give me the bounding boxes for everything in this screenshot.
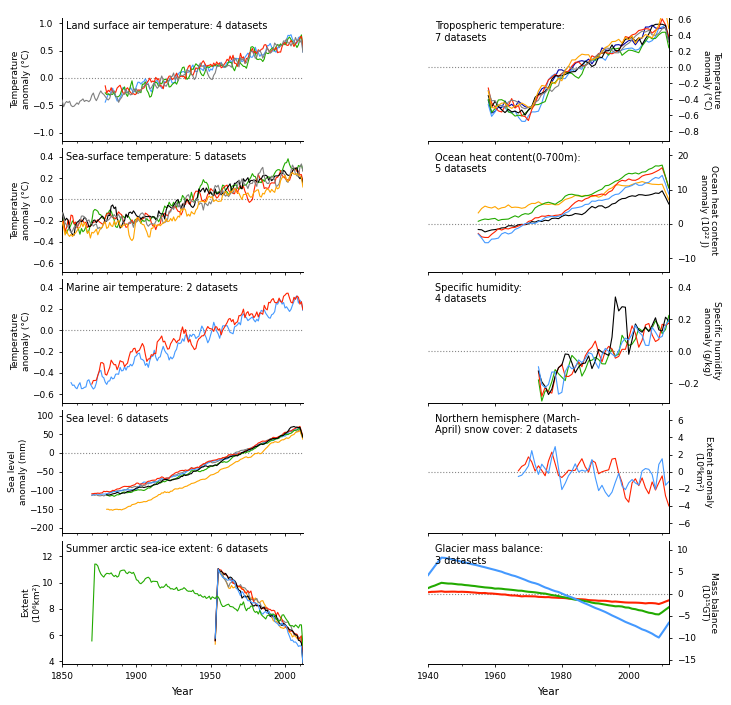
Y-axis label: Ocean heat content
anomaly (10²² J): Ocean heat content anomaly (10²² J): [699, 165, 719, 255]
Text: Sea level: 6 datasets: Sea level: 6 datasets: [66, 414, 168, 424]
Text: Glacier mass balance:
3 datasets: Glacier mass balance: 3 datasets: [436, 544, 544, 566]
Text: Specific humidity:
4 datasets: Specific humidity: 4 datasets: [436, 283, 522, 305]
Y-axis label: Mass balance
(10¹⁵GT): Mass balance (10¹⁵GT): [699, 572, 719, 633]
Y-axis label: Temperature
anomaly (°C): Temperature anomaly (°C): [702, 49, 721, 109]
X-axis label: Year: Year: [172, 687, 194, 697]
Text: Land surface air temperature: 4 datasets: Land surface air temperature: 4 datasets: [66, 21, 267, 31]
Y-axis label: Extent anomaly
(10⁶km²): Extent anomaly (10⁶km²): [693, 436, 713, 508]
Text: Marine air temperature: 2 datasets: Marine air temperature: 2 datasets: [66, 283, 238, 293]
Text: Summer arctic sea-ice extent: 6 datasets: Summer arctic sea-ice extent: 6 datasets: [66, 544, 268, 554]
Y-axis label: Sea level
anomaly (mm): Sea level anomaly (mm): [8, 439, 28, 505]
Y-axis label: Temperature
anomaly (°C): Temperature anomaly (°C): [11, 49, 31, 109]
Text: Tropospheric temperature:
7 datasets: Tropospheric temperature: 7 datasets: [436, 21, 565, 43]
Y-axis label: Specific humidity
anomaly (g/kg): Specific humidity anomaly (g/kg): [702, 302, 721, 380]
Text: Ocean heat content(0-700m):
5 datasets: Ocean heat content(0-700m): 5 datasets: [436, 152, 581, 173]
Y-axis label: Temperature
anomaly (°C): Temperature anomaly (°C): [11, 180, 31, 240]
Y-axis label: Extent
(10⁶km²): Extent (10⁶km²): [21, 582, 41, 623]
Text: Northern hemisphere (March-
April) snow cover: 2 datasets: Northern hemisphere (March- April) snow …: [436, 414, 580, 435]
Y-axis label: Temperature
anomaly (°C): Temperature anomaly (°C): [11, 311, 31, 371]
Text: Sea-surface temperature: 5 datasets: Sea-surface temperature: 5 datasets: [66, 152, 246, 162]
X-axis label: Year: Year: [537, 687, 559, 697]
